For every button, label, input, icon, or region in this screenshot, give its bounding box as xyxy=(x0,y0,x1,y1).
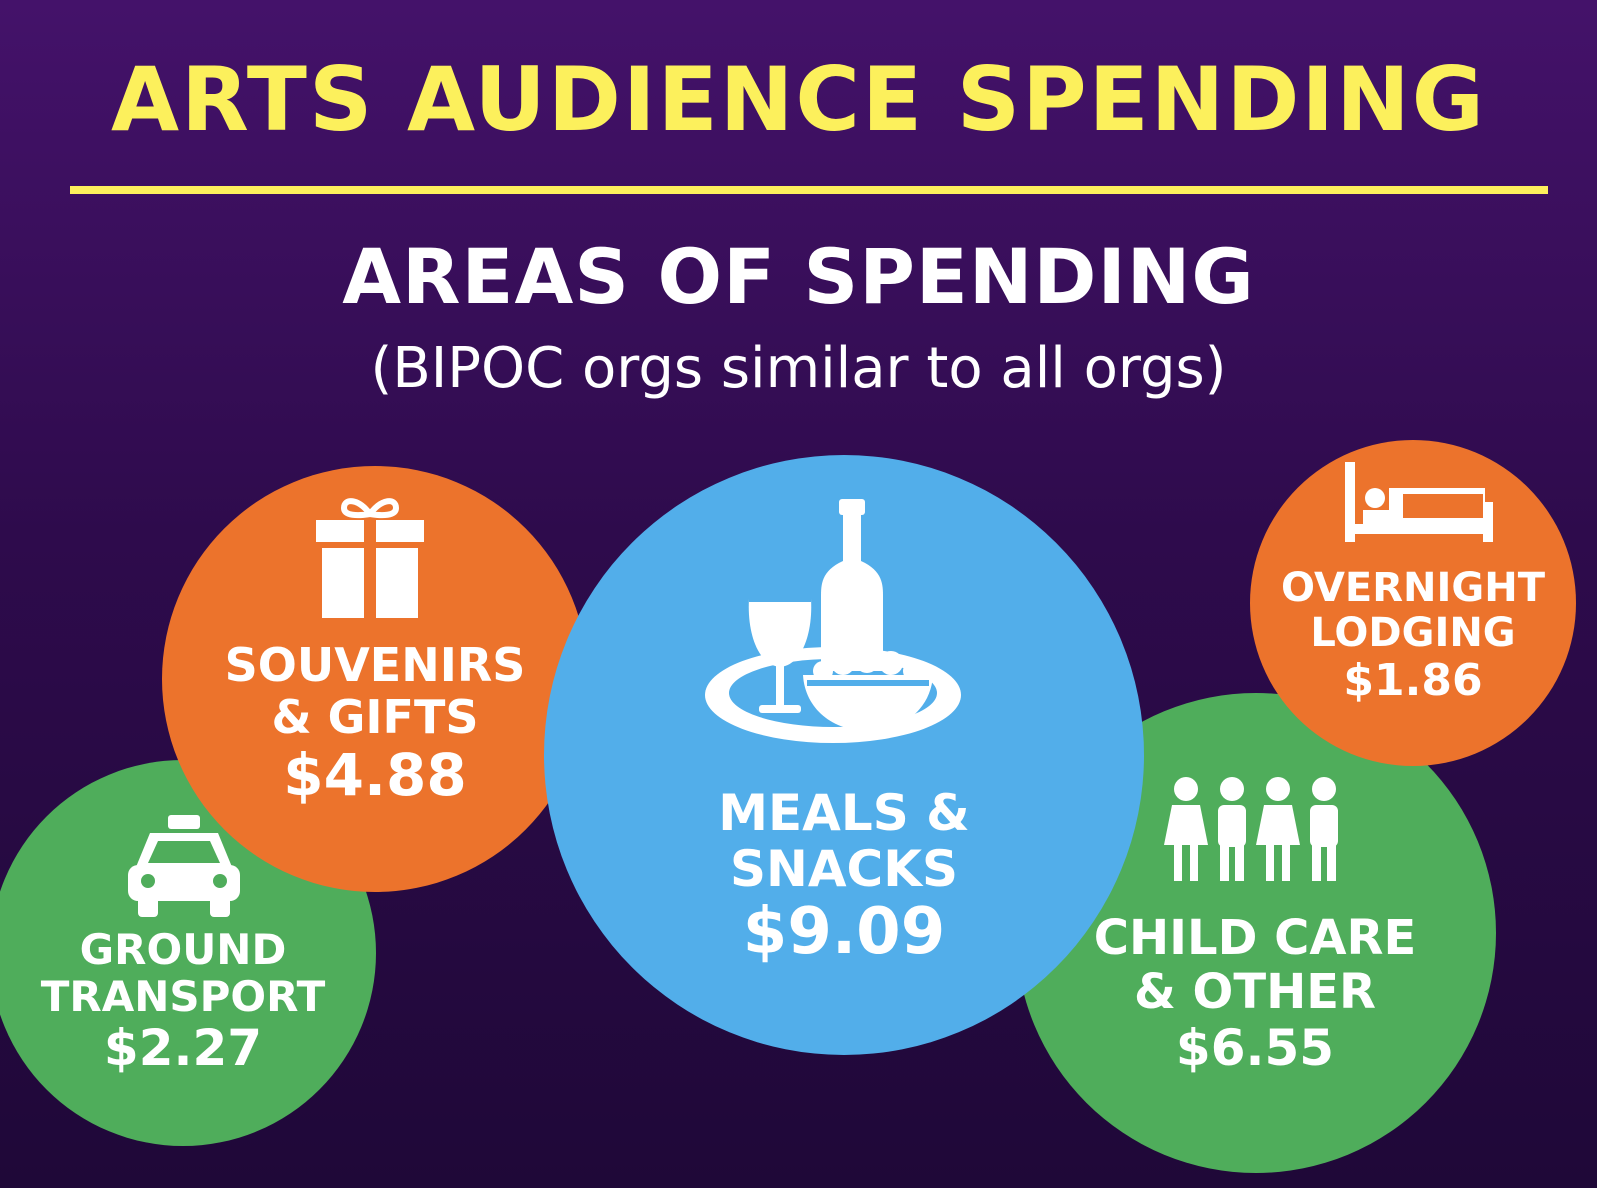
food-drink-icon xyxy=(705,499,961,743)
gift-icon xyxy=(316,498,424,618)
ground-transport-amount: $2.27 xyxy=(103,1019,263,1078)
ground-transport-line2: TRANSPORT xyxy=(40,972,326,1022)
title-underline xyxy=(70,186,1548,194)
section-heading: AREAS OF SPENDING xyxy=(342,232,1255,321)
main-title: ARTS AUDIENCE SPENDING xyxy=(111,48,1486,151)
childcare-line1: CHILD CARE xyxy=(1093,910,1417,966)
ground-transport-label: GROUND TRANSPORT $2.27 xyxy=(18,926,348,1076)
souvenirs-label: SOUVENIRS & GIFTS $4.88 xyxy=(185,638,565,810)
bed-icon xyxy=(1345,462,1493,542)
ground-transport-line1: GROUND xyxy=(79,925,287,974)
lodging-label: OVERNIGHT LODGING $1.86 xyxy=(1260,566,1566,705)
meals-line2: SNACKS xyxy=(729,840,958,898)
childcare-line2: & OTHER xyxy=(1133,963,1377,1020)
lodging-amount: $1.86 xyxy=(1343,654,1483,706)
lodging-line1: OVERNIGHT xyxy=(1281,565,1545,611)
section-note: (BIPOC orgs similar to all orgs) xyxy=(370,336,1227,401)
family-icon xyxy=(1164,777,1338,881)
meals-line1: MEALS & xyxy=(718,784,970,842)
meals-amount: $9.09 xyxy=(742,895,946,969)
childcare-amount: $6.55 xyxy=(1175,1018,1335,1077)
meals-label: MEALS & SNACKS $9.09 xyxy=(644,785,1044,969)
souvenirs-line1: SOUVENIRS xyxy=(224,638,526,692)
souvenirs-amount: $4.88 xyxy=(283,741,467,810)
taxi-icon xyxy=(128,815,240,917)
childcare-label: CHILD CARE & OTHER $6.55 xyxy=(1060,910,1450,1077)
lodging-line2: LODGING xyxy=(1310,609,1516,656)
souvenirs-line2: & GIFTS xyxy=(271,689,479,744)
